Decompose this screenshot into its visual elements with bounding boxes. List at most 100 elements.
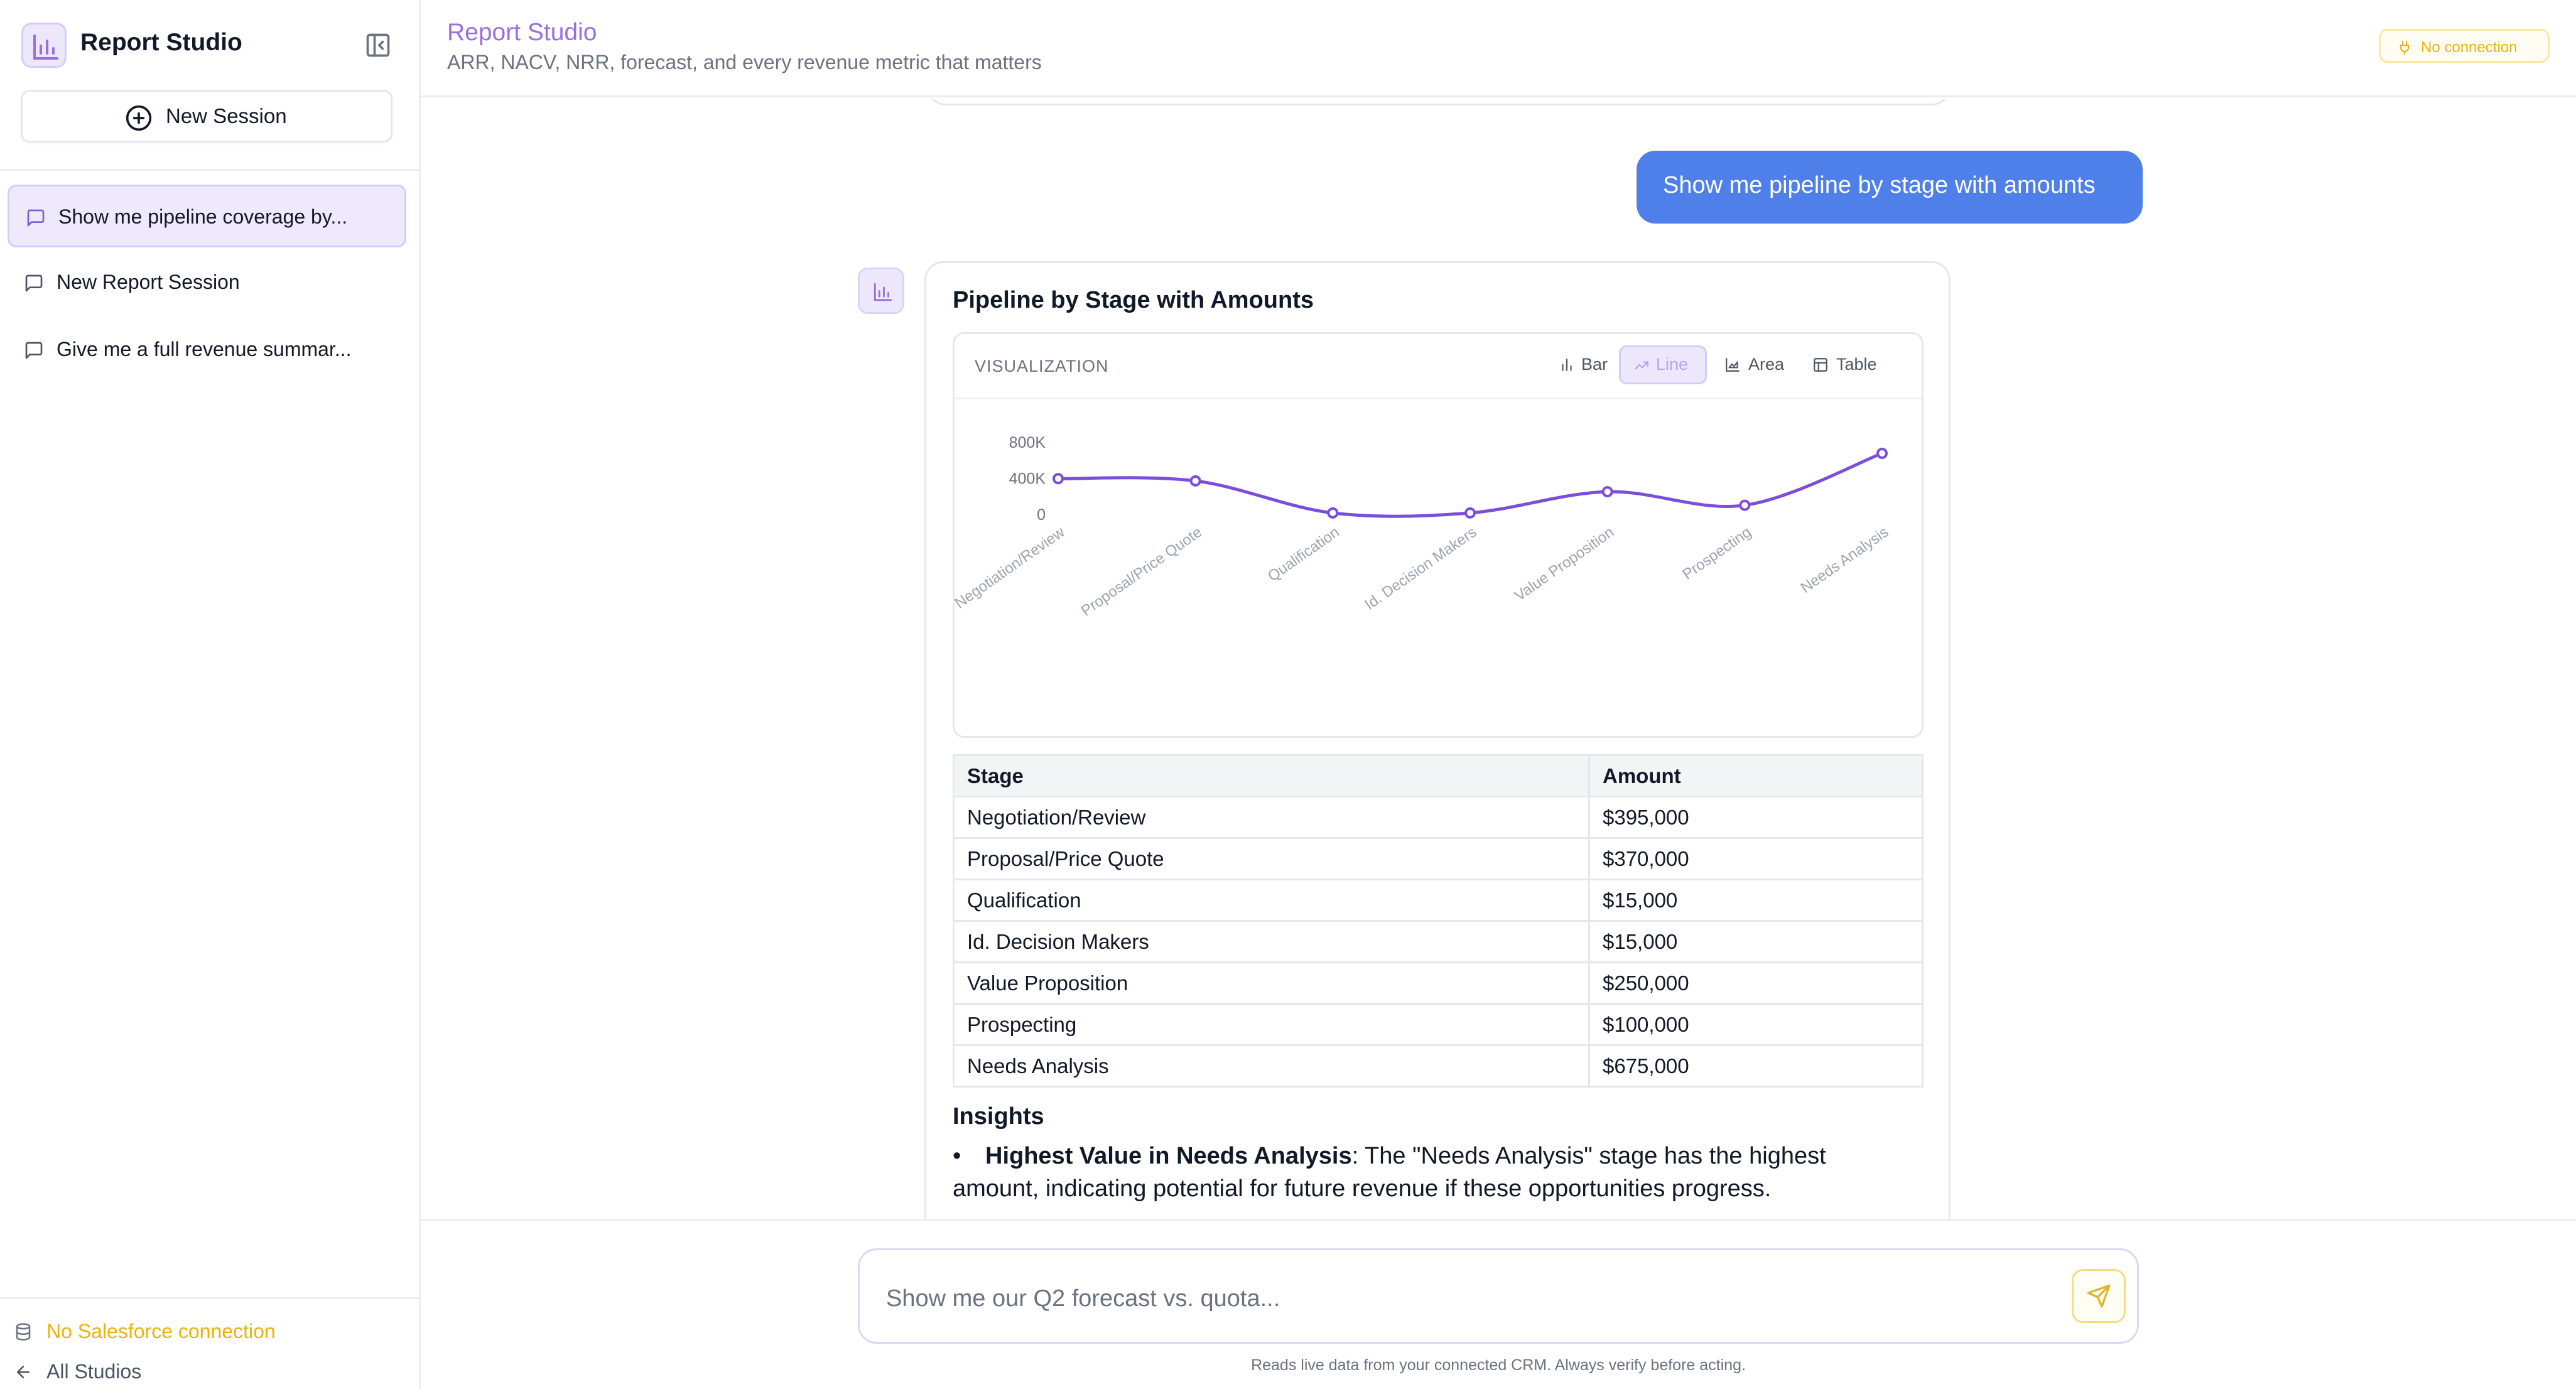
session-item[interactable]: Give me a full revenue summar...	[8, 319, 406, 382]
new-session-label: New Session	[166, 104, 287, 127]
visualization-header: VISUALIZATION Bar Line	[955, 334, 1922, 399]
assistant-avatar	[858, 268, 904, 314]
table-header-amount: Amount	[1588, 754, 1924, 797]
table-cell-amount: $100,000	[1588, 1003, 1924, 1046]
x-tick-label: Value Proposition	[1512, 524, 1617, 605]
page-title: Report Studio	[447, 19, 597, 46]
table-cell-stage: Value Proposition	[953, 961, 1590, 1005]
session-label: Give me a full revenue summar...	[57, 338, 352, 360]
table-row: Proposal/Price Quote $370,000	[953, 837, 1924, 880]
table-cell-stage: Negotiation/Review	[953, 796, 1590, 839]
prompt-bar: Reads live data from your connected CRM.…	[421, 1219, 2576, 1389]
table-row: Qualification $15,000	[953, 878, 1924, 922]
disclaimer-text: Reads live data from your connected CRM.…	[1251, 1356, 1746, 1374]
table-row: Id. Decision Makers $15,000	[953, 920, 1924, 963]
x-tick-label: Proposal/Price Quote	[1078, 524, 1205, 620]
connection-status-label: No Salesforce connection	[46, 1320, 276, 1343]
x-tick-label: Negotiation/Review	[955, 523, 1068, 612]
sidebar: Report Studio New Session Show me pipeli…	[0, 0, 421, 1389]
plus-circle-icon	[126, 105, 152, 131]
table-header-row: Stage Amount	[953, 754, 1924, 797]
data-point[interactable]	[1464, 507, 1476, 519]
bullet: •	[953, 1143, 961, 1169]
viz-table-label: Table	[1836, 355, 1877, 374]
session-item[interactable]: New Report Session	[8, 252, 406, 315]
bar-chart-icon	[33, 35, 58, 60]
x-tick-label: Prospecting	[1679, 524, 1754, 583]
insight-text: : The "Needs Analysis" stage has the hig…	[953, 1143, 1826, 1202]
bar-chart-icon	[874, 283, 892, 301]
salesforce-connection-status[interactable]: No Salesforce connection	[14, 1316, 391, 1348]
data-point[interactable]	[1053, 473, 1064, 485]
all-studios-label: All Studios	[46, 1360, 142, 1383]
trend-line-icon	[1635, 361, 1648, 370]
data-point[interactable]	[1876, 447, 1888, 459]
table-cell-amount: $675,000	[1588, 1044, 1924, 1088]
y-tick-label: 400K	[1009, 470, 1046, 488]
top-bar: Report Studio ARR, NACV, NRR, forecast, …	[421, 0, 2576, 97]
area-chart-icon	[1726, 358, 1740, 372]
visualization-panel: VISUALIZATION Bar Line	[953, 332, 1924, 738]
chart-y-axis: 800K 400K 0	[1009, 434, 1046, 524]
viz-table-button[interactable]: Table	[1800, 345, 1881, 384]
y-tick-label: 0	[1037, 506, 1046, 524]
table-cell-amount: $370,000	[1588, 837, 1924, 880]
connection-badge-label: No connection	[2421, 39, 2518, 56]
page-subtitle: ARR, NACV, NRR, forecast, and every reve…	[447, 51, 1042, 73]
table-cell-amount: $250,000	[1588, 961, 1924, 1005]
table-cell-stage: Needs Analysis	[953, 1044, 1590, 1088]
new-session-button[interactable]: New Session	[21, 90, 392, 143]
collapse-sidebar-button[interactable]	[364, 31, 392, 59]
insight-bold: Highest Value in Needs Analysis	[985, 1143, 1352, 1169]
table-cell-stage: Prospecting	[953, 1003, 1590, 1046]
table-row: Negotiation/Review $395,000	[953, 796, 1924, 839]
sidebar-divider	[0, 169, 419, 171]
connection-badge[interactable]: No connection	[2379, 29, 2550, 63]
viz-bar-button[interactable]: Bar	[1547, 345, 1616, 384]
data-point[interactable]	[1327, 507, 1339, 519]
previous-message-card	[927, 99, 1951, 105]
session-label: Show me pipeline coverage by...	[58, 205, 348, 228]
assistant-answer-card: Pipeline by Stage with Amounts VISUALIZA…	[924, 261, 1951, 1219]
viz-line-button[interactable]: Line	[1619, 345, 1707, 384]
all-studios-link[interactable]: All Studios	[14, 1356, 202, 1388]
table-cell-amount: $15,000	[1588, 878, 1924, 922]
pipeline-line-chart: 800K 400K 0 Negotiation/Review Proposal/Pri…	[955, 434, 1892, 620]
table-header-stage: Stage	[953, 754, 1590, 797]
insight-item: • Highest Value in Needs Analysis: The "N…	[953, 1140, 1895, 1205]
table-cell-stage: Qualification	[953, 878, 1590, 922]
chart-series	[1053, 447, 1888, 519]
table-cell-amount: $15,000	[1588, 920, 1924, 963]
x-tick-label: Id. Decision Makers	[1361, 524, 1480, 613]
send-button[interactable]	[2072, 1269, 2126, 1323]
viz-area-label: Area	[1748, 355, 1785, 374]
table-cell-stage: Id. Decision Makers	[953, 920, 1590, 963]
session-label: New Report Session	[57, 271, 240, 293]
viz-area-button[interactable]: Area	[1714, 345, 1792, 384]
pipeline-table: Stage Amount Negotiation/Review $395,000…	[953, 754, 1924, 1088]
x-tick-label: Qualification	[1265, 524, 1343, 585]
message-icon	[25, 342, 43, 359]
chat-area[interactable]: Show me pipeline by stage with amounts P…	[421, 99, 2576, 1219]
sidebar-header: Report Studio	[0, 0, 419, 88]
x-tick-label: Needs Analysis	[1798, 524, 1892, 597]
table-row: Value Proposition $250,000	[953, 961, 1924, 1005]
message-icon	[27, 209, 45, 227]
data-point[interactable]	[1601, 486, 1613, 498]
data-point[interactable]	[1739, 499, 1751, 511]
user-message-text: Show me pipeline by stage with amounts	[1663, 172, 2096, 198]
table-cell-stage: Proposal/Price Quote	[953, 837, 1590, 880]
answer-title: Pipeline by Stage with Amounts	[953, 287, 1314, 313]
table-cell-amount: $395,000	[1588, 796, 1924, 839]
message-icon	[25, 274, 43, 292]
user-message-bubble: Show me pipeline by stage with amounts	[1637, 151, 2143, 224]
table-row: Needs Analysis $675,000	[953, 1044, 1924, 1088]
panel-left-icon	[366, 33, 390, 57]
data-point[interactable]	[1189, 475, 1201, 487]
prompt-input[interactable]	[886, 1283, 1991, 1314]
plug-icon	[2400, 41, 2409, 55]
session-item[interactable]: Show me pipeline coverage by...	[8, 185, 406, 247]
sidebar-footer-divider	[0, 1297, 419, 1299]
app-logo	[21, 23, 67, 68]
